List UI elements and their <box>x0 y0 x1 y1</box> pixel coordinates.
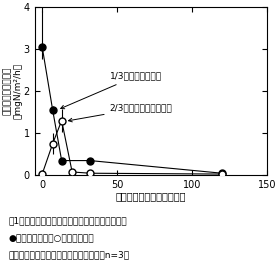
Text: 1/3を表面施用直後: 1/3を表面施用直後 <box>61 72 162 109</box>
Text: 2/3を溝施用後覆土直後: 2/3を溝施用後覆土直後 <box>68 103 172 122</box>
Text: 各プロットの上下線は標準偏差を示す（n=3）: 各プロットの上下線は標準偏差を示す（n=3） <box>8 250 129 259</box>
Y-axis label: アンモニア揮散速度
（mgN/m²/h）: アンモニア揮散速度 （mgN/m²/h） <box>3 63 22 119</box>
Text: 囱1　消化液施用圃場からのアンモニア揮散速度: 囱1 消化液施用圃場からのアンモニア揮散速度 <box>8 216 127 225</box>
X-axis label: 散布後の経過時間（時間）: 散布後の経過時間（時間） <box>116 192 186 201</box>
Text: ●全量表面施用、○溝＋表面施用: ●全量表面施用、○溝＋表面施用 <box>8 234 94 243</box>
